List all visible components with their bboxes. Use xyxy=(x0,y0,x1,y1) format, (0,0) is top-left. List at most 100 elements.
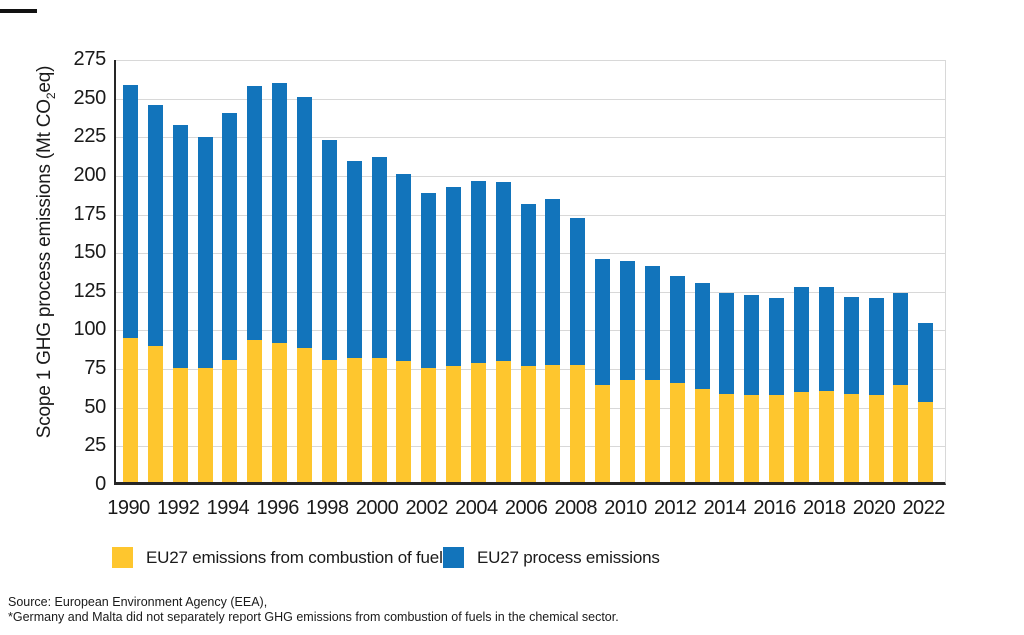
bar-2003 xyxy=(446,186,462,482)
bar-segment-process xyxy=(495,182,511,362)
bar-segment-combustion xyxy=(470,363,486,482)
bar-1996 xyxy=(272,83,288,482)
bar-1991 xyxy=(147,104,163,482)
bar-1993 xyxy=(197,137,213,482)
bar-segment-process xyxy=(893,293,909,385)
bar-segment-process xyxy=(669,276,685,384)
x-axis-tick-label: 2018 xyxy=(803,497,846,519)
bar-segment-process xyxy=(570,217,586,365)
bar-segment-process xyxy=(172,125,188,368)
x-axis-tick-label: 2014 xyxy=(703,497,747,519)
x-axis-tick-label: 2016 xyxy=(753,497,796,519)
bar-segment-combustion xyxy=(545,364,561,482)
bar-segment-combustion xyxy=(321,359,337,482)
bar-segment-combustion xyxy=(719,393,735,482)
bar-segment-combustion xyxy=(595,384,611,482)
bar-2015 xyxy=(744,295,760,482)
bar-2010 xyxy=(620,261,635,482)
y-axis-tick-label: 125 xyxy=(73,279,107,302)
bar-segment-process xyxy=(769,298,785,396)
gridline xyxy=(116,175,945,177)
bar-segment-combustion xyxy=(197,367,213,482)
bar-segment-combustion xyxy=(744,395,760,482)
bar-segment-process xyxy=(719,293,735,394)
y-axis-tick-label: 25 xyxy=(84,434,106,457)
bar-2007 xyxy=(545,199,561,482)
bar-segment-combustion xyxy=(296,347,312,482)
bar-segment-process xyxy=(818,287,834,391)
bar-segment-process xyxy=(918,322,934,402)
y-axis-tick-label: 150 xyxy=(73,241,107,264)
y-axis-title-text: Scope 1 GHG process emissions (Mt CO xyxy=(34,99,56,439)
bar-segment-combustion xyxy=(620,380,635,482)
bar-2009 xyxy=(595,259,611,482)
bar-segment-process xyxy=(470,180,486,363)
bar-2013 xyxy=(694,282,710,482)
bar-segment-combustion xyxy=(694,389,710,482)
gridline xyxy=(116,60,945,61)
gridline xyxy=(116,98,945,100)
bar-segment-combustion xyxy=(272,342,288,482)
bar-segment-combustion xyxy=(421,367,437,482)
x-axis-tick-label: 2020 xyxy=(852,497,896,519)
x-axis-tick-label: 2004 xyxy=(455,497,498,519)
bar-2019 xyxy=(843,296,859,482)
bar-segment-process xyxy=(123,84,138,339)
x-axis-tick-label: 1990 xyxy=(107,497,150,519)
x-axis-tick-label: 2012 xyxy=(653,497,697,519)
legend-swatch-combustion xyxy=(112,547,133,568)
bar-segment-combustion xyxy=(446,366,462,482)
bar-segment-combustion xyxy=(371,358,387,482)
legend-swatch-process xyxy=(443,547,464,568)
y-axis-tick-label: 175 xyxy=(73,202,107,225)
x-axis-tick-label: 1998 xyxy=(306,497,349,519)
bar-segment-combustion xyxy=(793,392,809,482)
legend-label-process: EU27 process emissions xyxy=(477,547,660,567)
y-axis-tick-label: 275 xyxy=(73,48,107,70)
bar-segment-combustion xyxy=(570,364,586,482)
legend-item-combustion: EU27 emissions from combustion of fuels xyxy=(112,547,451,568)
bar-segment-process xyxy=(321,140,337,360)
bar-1990 xyxy=(123,84,138,482)
bar-2001 xyxy=(396,174,412,482)
bar-2008 xyxy=(570,217,586,482)
bar-segment-combustion xyxy=(769,395,785,482)
y-axis-tick-label: 50 xyxy=(84,395,106,418)
x-axis-tick-label: 2008 xyxy=(554,497,598,519)
bar-segment-combustion xyxy=(222,359,238,482)
bar-1994 xyxy=(222,112,238,482)
bar-segment-process xyxy=(247,86,263,340)
bar-segment-process xyxy=(868,298,884,396)
y-axis-tick-label: 250 xyxy=(73,86,107,109)
bar-segment-process xyxy=(694,282,710,390)
bar-segment-process xyxy=(644,265,660,380)
x-axis-tick-label: 2006 xyxy=(504,497,548,519)
bar-2018 xyxy=(818,287,834,482)
x-axis-tick-label: 1992 xyxy=(156,497,200,519)
legend: EU27 emissions from combustion of fuels … xyxy=(0,547,1024,571)
bar-1997 xyxy=(296,97,312,482)
bar-segment-process xyxy=(620,261,635,380)
bar-1995 xyxy=(247,86,263,482)
bar-2014 xyxy=(719,293,735,482)
bar-segment-combustion xyxy=(495,361,511,482)
bar-segment-combustion xyxy=(147,346,163,482)
gridline xyxy=(116,137,945,139)
bar-2011 xyxy=(644,265,660,482)
y-axis-tick-label: 200 xyxy=(73,163,107,186)
y-axis-tick-label: 225 xyxy=(73,125,107,148)
bar-segment-process xyxy=(222,112,238,360)
bar-segment-process xyxy=(371,157,387,359)
bar-2004 xyxy=(470,180,486,482)
bar-segment-process xyxy=(843,296,859,394)
bar-segment-process xyxy=(744,295,760,396)
bar-segment-process xyxy=(545,199,561,365)
y-axis-tick-label: 0 xyxy=(95,473,106,495)
bar-1999 xyxy=(346,160,362,482)
bar-segment-process xyxy=(147,104,163,346)
bar-segment-combustion xyxy=(893,384,909,482)
bar-2022 xyxy=(918,322,934,482)
y-axis-tick-label: 100 xyxy=(73,318,107,341)
bar-segment-combustion xyxy=(520,366,536,482)
